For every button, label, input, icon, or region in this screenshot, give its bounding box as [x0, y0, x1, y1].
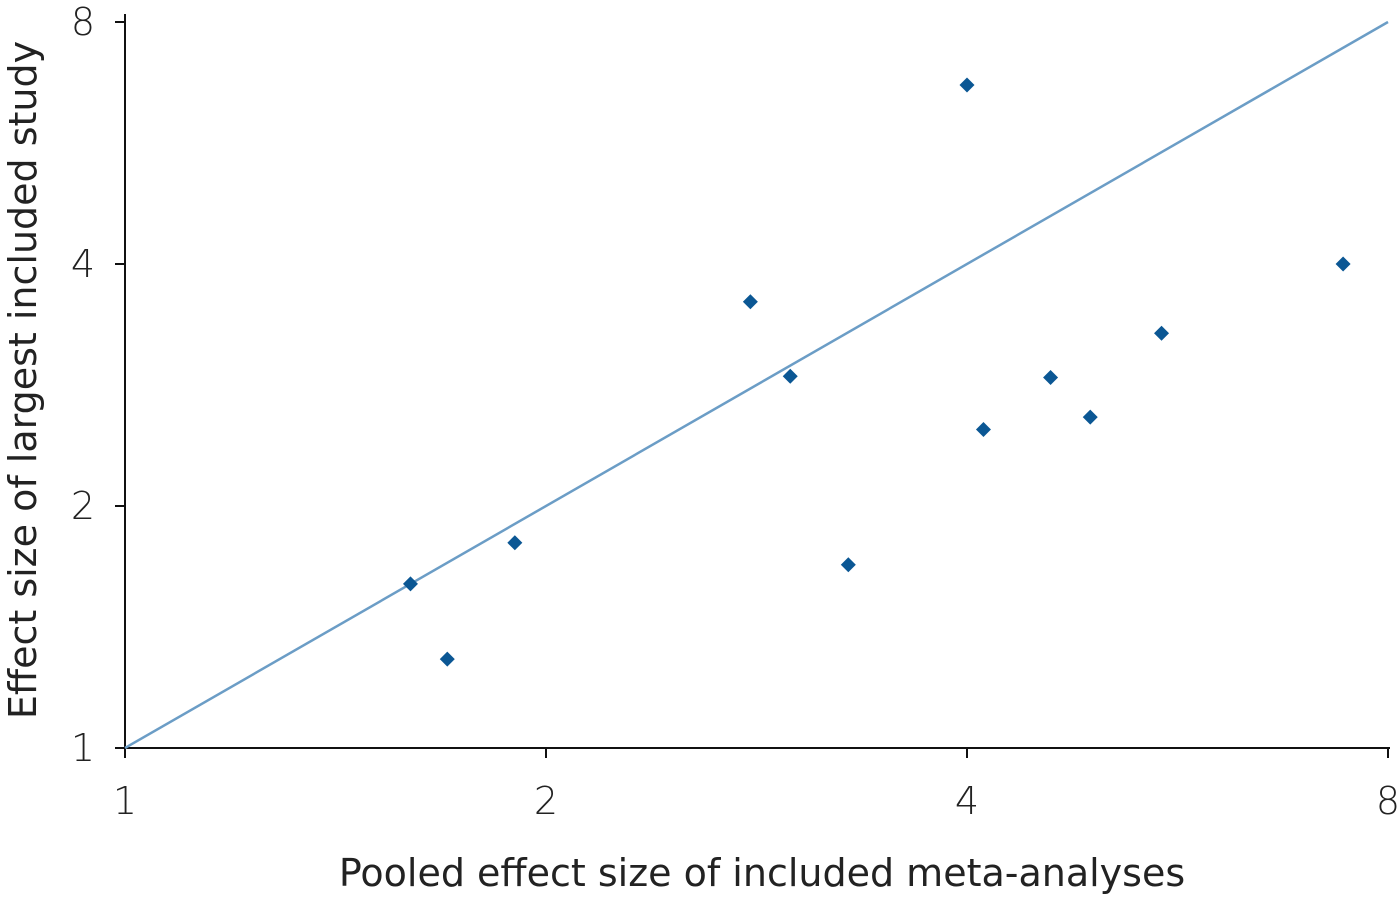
data-point	[782, 368, 798, 384]
y-tick-label: 1	[71, 726, 95, 770]
data-point	[840, 557, 856, 573]
data-points	[402, 77, 1351, 667]
data-point	[1335, 256, 1351, 272]
y-tick-label: 2	[71, 484, 95, 528]
data-point	[742, 294, 758, 310]
x-tick-label: 4	[955, 779, 979, 823]
y-tick-label: 4	[71, 242, 95, 286]
data-point	[1043, 369, 1059, 385]
data-point	[1082, 409, 1098, 425]
data-point	[507, 535, 523, 551]
data-point	[1154, 325, 1170, 341]
x-axis-title: Pooled effect size of included meta-anal…	[339, 851, 1185, 895]
data-point	[959, 77, 975, 93]
data-point	[975, 421, 991, 437]
data-point	[439, 651, 455, 667]
x-tick-label: 1	[113, 779, 137, 823]
data-point	[402, 576, 418, 592]
reference-line-group	[124, 20, 1389, 750]
axes	[124, 14, 1390, 749]
x-tick-label: 8	[1376, 779, 1400, 823]
reference-line	[124, 20, 1389, 750]
y-axis-title: Effect size of largest included study	[1, 41, 45, 719]
x-tick-label: 2	[534, 779, 558, 823]
y-tick-label: 8	[71, 0, 95, 44]
